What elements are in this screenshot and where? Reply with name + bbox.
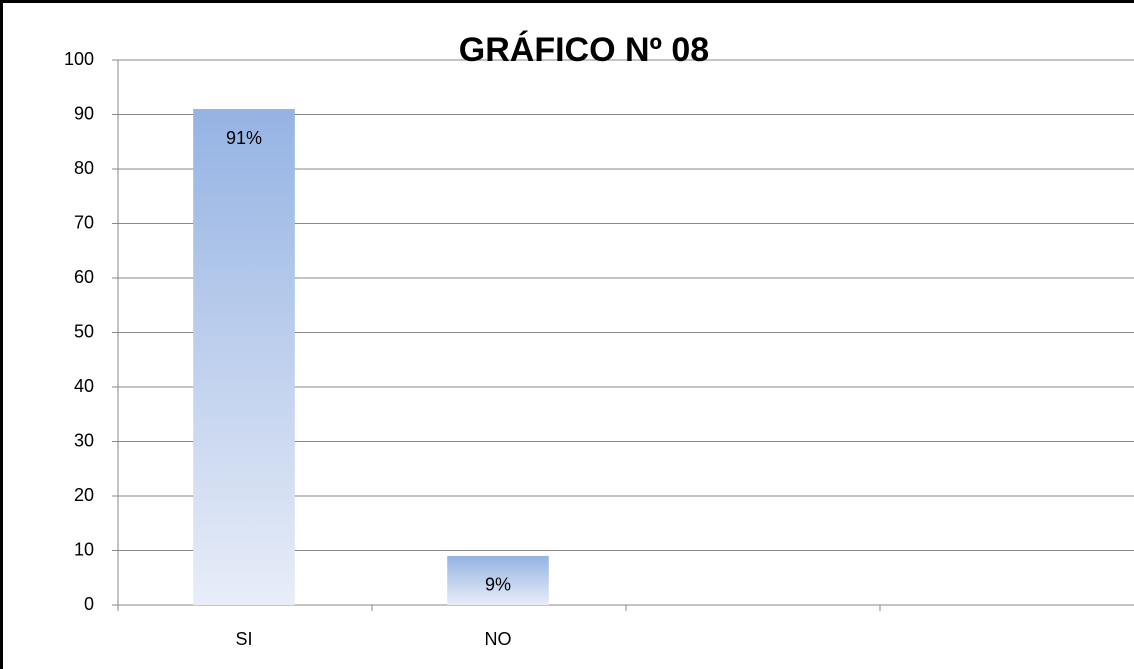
data-label: 9% [485, 575, 511, 595]
data-label: 91% [226, 128, 262, 148]
y-tick-label: 90 [74, 103, 94, 123]
bar [447, 555, 549, 605]
bar [193, 109, 295, 606]
y-tick-label: 80 [74, 158, 94, 178]
chart-title: GRÁFICO Nº 08 [459, 31, 709, 69]
marks [193, 109, 549, 606]
y-tick-label: 30 [74, 430, 94, 450]
y-tick-label: 10 [74, 539, 94, 559]
y-tick-label: 20 [74, 485, 94, 505]
x-tick-label: SI [235, 629, 252, 649]
x-tick-label: NO [485, 629, 512, 649]
y-tick-label: 40 [74, 376, 94, 396]
y-tick-label: 50 [74, 321, 94, 341]
y-tick-label: 70 [74, 212, 94, 232]
y-tick-label: 60 [74, 267, 94, 287]
y-tick-label: 100 [64, 49, 94, 69]
y-tick-label: 0 [84, 594, 94, 614]
